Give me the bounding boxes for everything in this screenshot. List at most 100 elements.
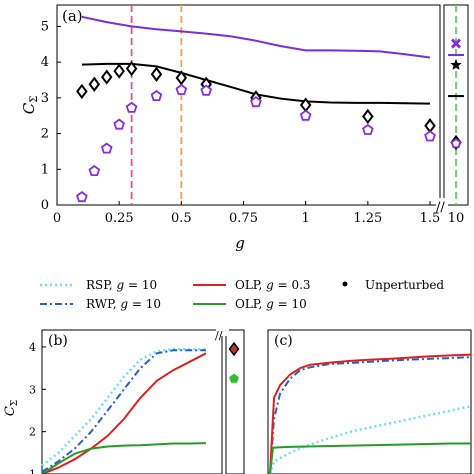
panel-b-y-axis-label: CΣ [3,400,20,416]
panel-c-label: (c) [274,333,293,349]
pentagon-marker-7 [200,84,213,96]
pentagon-marker-6 [175,83,188,95]
panel-a-y-axis-label: CΣ [20,96,40,115]
panel-a-x-ticks: 0 0.25 0.5 0.75 1 1.25 1.5 [53,201,440,226]
g10-star-marker [450,59,462,70]
panel-b-y-tick-label-2: 3 [29,383,36,396]
series-line-purple [81,15,431,59]
diamond-marker-11 [424,118,436,134]
pentagon-marker-10 [362,123,374,135]
panel-b-y-ticks: 1 2 3 4 [29,341,46,474]
x-tick-label-5: 1.25 [353,211,382,226]
panel-a-reference-lines [130,5,183,205]
panel-a-y-axis-subscript: Σ [29,96,40,103]
legend-rwp-eq: = 10 [128,297,161,311]
diamond-marker-3 [113,63,125,79]
x-tick-label-4: 1 [302,211,310,226]
panel-a-g10-markers [448,5,464,205]
legend-olp10-eq: = 10 [274,297,307,311]
panel-b-side-diamond [228,341,240,357]
y-tick-label-4: 4 [41,55,49,70]
panel-b-inset-frame [225,329,245,474]
pentagon-marker-0 [76,190,88,203]
y-tick-label-5: 5 [41,19,49,34]
legend-rwp-g: g [120,297,128,311]
legend-olp03-eq: = 0.3 [274,278,311,292]
panel-b-side-pentagon [229,373,239,383]
legend-unperturbed-text: Unperturbed [365,278,444,292]
panel-c-plot [268,353,472,474]
diamond-marker-1 [88,76,101,92]
pentagon-marker-4 [125,101,138,113]
panel-b-axis-break-mark: // [215,329,223,342]
legend-olp10-g: g [266,297,274,311]
legend-rsp-eq: = 10 [124,278,157,292]
legend-rwp-text: RWP, g = 10 [86,297,161,311]
y-tick-label-3: 3 [41,91,49,106]
axis-break-mark: // [436,200,445,215]
x-tick-label-2: 0.5 [171,211,192,226]
panel-a-y-axis-symbol: C [20,102,38,114]
panel-a-label: (a) [62,7,83,25]
pentagon-marker-3 [113,118,125,130]
legend-olp03-text: OLP, g = 0.3 [235,278,311,292]
legend-unperturbed-dot [342,281,348,287]
panel-a-plot [76,15,436,203]
legend-olp10-text: OLP, g = 10 [235,297,307,311]
pentagon-marker-5 [150,89,163,101]
panel-b-side-markers [228,341,240,383]
pentagon-marker-1 [88,164,101,177]
panel-b-plot [41,347,207,474]
pentagon-marker-11 [424,130,436,142]
panel-c-series-olp10 [269,442,471,474]
panel-b-frame [41,329,223,474]
panel-a-frame [56,4,441,206]
panel-a-g10-tick: 10 [448,211,465,226]
legend-olp03-label: OLP, [235,278,266,292]
legend-rsp-g: g [117,278,125,292]
panel-b-y-tick-label-0: 1 [29,468,36,474]
diamond-marker-5 [150,66,163,82]
diamond-marker-10 [362,108,374,125]
x-tick-label-1: 0.25 [105,211,134,226]
x-tick-label-0: 0 [53,211,61,226]
panel-b-y-tick-label-3: 4 [29,341,36,354]
panel-c-frame [267,329,472,474]
diamond-marker-2 [100,69,113,85]
panel-c-series-olp03 [269,353,472,474]
diamond-marker-0 [76,83,88,100]
legend-olp10-label: OLP, [235,297,266,311]
panel-b-y-axis-symbol: C [3,406,18,416]
y-tick-label-0: 0 [41,198,49,213]
legend-rwp-label: RWP, [86,297,120,311]
panel-a-x-axis-label: g [235,234,245,252]
x-tick-label-6: 1.5 [420,211,441,226]
panel-c-series-rsp [268,404,472,474]
diamond-marker-4 [125,60,138,77]
x-tick-label-3: 0.75 [229,211,258,226]
legend: RSP, g = 10 RWP, g = 10 OLP, g = 0.3 OLP… [40,278,444,311]
legend-rsp-label: RSP, [86,278,117,292]
y-tick-label-2: 2 [41,127,49,142]
panel-b-break-mask [216,327,229,336]
panel-b-series-rwp [41,349,206,473]
panel-b-series-rsp [41,347,206,467]
panel-b-y-tick-label-1: 2 [29,426,36,439]
y-tick-label-1: 1 [41,162,49,177]
legend-rsp-text: RSP, g = 10 [86,278,157,292]
pentagon-marker-2 [100,142,113,154]
panel-a-y-ticks: 0 1 2 3 4 5 [41,19,61,213]
panel-c: (c) [267,329,472,474]
panel-b-series-olp03 [41,352,207,474]
panel-b-label: (b) [48,333,68,349]
panel-c-series-rwp [269,356,472,474]
g10-pentagon-marker [450,137,462,149]
g10-cross-marker [450,38,462,49]
panel-b-y-axis-subscript: Σ [10,400,20,406]
panel-b: // (b) 1 2 3 4 CΣ [3,327,245,474]
legend-olp03-g: g [266,278,274,292]
panel-b-series-olp10 [41,442,207,474]
axis-break-mask [436,198,448,212]
